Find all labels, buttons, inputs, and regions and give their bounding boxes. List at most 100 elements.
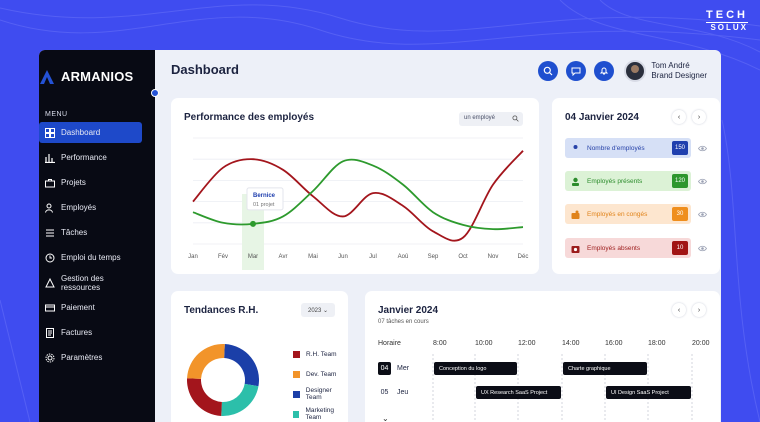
calendar-card: Janvier 2024 07 tâches en cours ‹ › Hora… [365,291,720,422]
hour-label: 14:00 [562,340,580,347]
donut-slice[interactable] [221,383,259,416]
x-tick-label: Mar [248,254,258,260]
armanios-logo-icon [40,69,54,84]
stat-label: Employés absents [587,244,641,252]
calendar-event[interactable]: UX Research SaaS Project [476,386,561,399]
x-tick-label: Oct [458,254,468,260]
sidebar-item-param-tres[interactable]: Paramètres [39,347,142,368]
stat-row-1[interactable]: Employés présents 120 [565,171,691,191]
invoice-icon [46,327,54,338]
user-profile[interactable]: Tom André Brand Designer [624,60,707,82]
legend-swatch [293,350,300,358]
x-tick-label: Sep [428,254,439,260]
eye-icon[interactable] [698,210,707,219]
chat-icon [571,67,581,76]
stat-row-2[interactable]: Employés en congés 30 [565,204,691,224]
vacation-icon [571,210,580,219]
notifications-button[interactable] [594,61,615,81]
trends-title: Tendances R.H. [184,305,259,316]
page-title: Dashboard [171,62,239,77]
day-name: Mer [397,365,410,372]
sidebar: ARMANIOS MENU Dashboard Performance Projet… [39,50,159,422]
sidebar-nav: Dashboard Performance Projets Employés Tâche… [39,122,155,368]
search-button[interactable] [538,61,559,81]
prev-date-button[interactable]: ‹ [672,110,686,124]
top-actions: Tom André Brand Designer [538,60,707,82]
user-x-icon [571,245,580,253]
stat-label: Nombre d'employés [587,144,645,152]
sidebar-item-gestion-des-ressources[interactable]: Gestion des ressources [39,272,142,293]
tooltip-name: Bernice [253,193,276,199]
sidebar-item-label: Factures [61,328,93,337]
menu-label: MENU [45,111,68,118]
donut-legend: R.H. Team Dev. Team Designer Team Marketing… [293,344,348,422]
x-tick-label: Jul [369,254,377,260]
hour-label: 8:00 [433,340,447,347]
day-row: 04 Mer [378,362,409,375]
legend-swatch [293,390,300,398]
sidebar-item-label: Employés [61,203,97,212]
stat-row-3[interactable]: Employés absents 10 [565,238,691,258]
day-row: 05 Jeu [378,386,409,399]
donut-slice[interactable] [187,378,222,416]
year-select[interactable]: 2023 ⌄ [301,303,335,317]
sidebar-collapse-toggle[interactable] [151,89,159,97]
x-tick-label: Aoû [398,254,409,260]
x-tick-label: Déc [518,254,529,260]
users-icon [573,144,578,149]
x-tick-label: Nov [488,254,499,260]
day-number[interactable]: 05 [380,389,389,396]
calendar-event[interactable]: UI Design SaaS Project [606,386,691,399]
stat-label: Employés en congés [587,210,648,218]
stat-value: 10 [672,241,688,255]
expand-chevron-icon[interactable]: ⌄ [382,414,389,422]
messages-button[interactable] [566,61,587,81]
sidebar-item-t-ches[interactable]: Tâches [39,222,142,243]
sidebar-item-projets[interactable]: Projets [39,172,142,193]
legend-label: Dev. Team [306,370,337,378]
sidebar-item-label: Performance [61,153,107,162]
eye-icon[interactable] [698,144,707,153]
avatar [624,60,647,82]
sidebar-item-factures[interactable]: Factures [39,322,142,343]
chevron-down-icon: ⌄ [323,308,329,314]
resources-icon [45,277,55,287]
hour-label: 20:00 [692,340,710,347]
performance-title: Performance des employés [184,112,315,123]
highlight-point[interactable] [250,220,256,227]
legend-item: Marketing Team [293,404,348,422]
sidebar-item-dashboard[interactable]: Dashboard [39,122,142,143]
day-number[interactable]: 04 [378,362,391,375]
legend-item: Dev. Team [293,364,348,384]
bar-chart-icon [45,153,55,163]
sidebar-item-label: Gestion des ressources [61,273,104,292]
calendar-event[interactable]: Charte graphique [563,362,647,375]
sidebar-item-performance[interactable]: Performance [39,147,142,168]
prev-month-button[interactable]: ‹ [672,303,686,317]
next-date-button[interactable]: › [692,110,706,124]
app-window: ARMANIOS MENU Dashboard Performance Projet… [39,50,721,422]
legend-label: Marketing Team [305,407,334,421]
donut-slice[interactable] [187,344,225,379]
gear-icon [45,353,55,362]
eye-icon[interactable] [698,177,707,186]
main-content: Dashboard Tom André Brand Designer Berni… [155,50,721,422]
sidebar-item-emploi-du-temps[interactable]: Emploi du temps [39,247,142,268]
user-check-icon [572,177,579,186]
date-title: 04 Janvier 2024 [565,112,639,123]
donut-slice[interactable] [224,344,259,387]
day-name: Jeu [397,389,409,396]
sidebar-item-employ-s[interactable]: Employés [39,197,142,218]
search-placeholder: un employé [464,115,496,121]
hour-header: Horaire 8:00 10:00 12:00 14:00 16:00 18:00 20:0… [378,340,712,350]
sidebar-item-label: Projets [61,178,86,187]
eye-icon[interactable] [698,244,707,253]
legend-label: R.H. Team [306,350,337,358]
next-month-button[interactable]: › [692,303,706,317]
stat-label: Employés présents [587,177,643,185]
calendar-event[interactable]: Conception du logo [434,362,517,375]
employee-search-input[interactable]: un employé [459,112,523,126]
app-logo[interactable]: ARMANIOS [39,50,155,90]
stat-row-0[interactable]: Nombre d'employés 150 [565,138,691,158]
sidebar-item-paiement[interactable]: Paiement [39,297,142,318]
